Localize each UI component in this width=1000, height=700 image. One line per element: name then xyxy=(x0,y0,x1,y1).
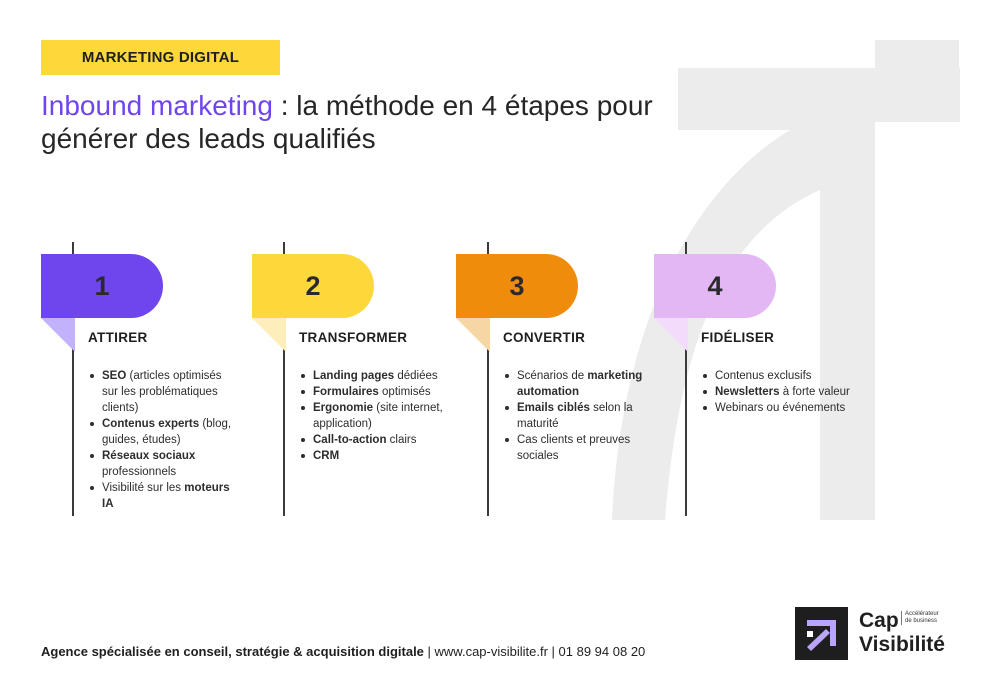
step-transformer: 2 TRANSFORMER Landing pages dédiées Form… xyxy=(252,242,443,518)
step-pole xyxy=(685,242,687,516)
list-item: Newsletters à forte valeur xyxy=(701,384,851,400)
step-list: SEO (articles optimisés sur les probléma… xyxy=(88,368,238,512)
list-item: Call-to-action clairs xyxy=(299,432,449,448)
list-item: Webinars ou événements xyxy=(701,400,851,416)
brand-logo: Cap Visibilité Accélérateur de business xyxy=(795,607,965,660)
footer-contact-details: | www.cap-visibilite.fr | 01 89 94 08 20 xyxy=(423,644,646,659)
step-fideliser: 4 FIDÉLISER Contenus exclusifs Newslette… xyxy=(654,242,850,518)
list-item: CRM xyxy=(299,448,449,464)
list-item: Scénarios de marketing automation xyxy=(503,368,653,400)
step-heading: TRANSFORMER xyxy=(299,330,408,345)
step-heading: CONVERTIR xyxy=(503,330,586,345)
category-tag: MARKETING DIGITAL xyxy=(41,40,280,75)
footer-tagline: Agence spécialisée en conseil, stratégie… xyxy=(41,644,424,659)
flag-fold xyxy=(41,318,75,352)
list-item: Réseaux sociaux professionnels xyxy=(88,448,238,480)
step-pole xyxy=(487,242,489,516)
step-pole xyxy=(72,242,74,516)
step-number-flag: 3 xyxy=(456,254,578,318)
step-list: Landing pages dédiées Formulaires optimi… xyxy=(299,368,449,464)
step-number-flag: 4 xyxy=(654,254,776,318)
title-rest: : la méthode en 4 étapes pour xyxy=(272,90,653,121)
step-attirer: 1 ATTIRER SEO (articles optimisés sur le… xyxy=(41,242,231,518)
list-item: Visibilité sur les moteurs IA xyxy=(88,480,238,512)
step-heading: FIDÉLISER xyxy=(701,330,775,345)
list-item: Ergonomie (site internet, application) xyxy=(299,400,449,432)
flag-fold xyxy=(654,318,688,352)
flag-fold xyxy=(252,318,286,352)
step-convertir: 3 CONVERTIR Scénarios de marketing autom… xyxy=(456,242,646,518)
step-number-flag: 1 xyxy=(41,254,163,318)
flag-fold xyxy=(456,318,490,352)
list-item: Landing pages dédiées xyxy=(299,368,449,384)
page-title: Inbound marketing : la méthode en 4 étap… xyxy=(41,89,841,155)
list-item: Contenus exclusifs xyxy=(701,368,851,384)
step-heading: ATTIRER xyxy=(88,330,148,345)
step-list: Contenus exclusifs Newsletters à forte v… xyxy=(701,368,851,416)
logo-baseline: Accélérateur de business xyxy=(901,611,939,625)
list-item: Formulaires optimisés xyxy=(299,384,449,400)
logo-arrow-icon xyxy=(795,607,848,660)
title-accent: Inbound marketing xyxy=(41,90,273,121)
list-item: Emails ciblés selon la maturité xyxy=(503,400,653,432)
step-pole xyxy=(283,242,285,516)
logo-name: Cap Visibilité xyxy=(859,609,945,656)
title-line2: générer des leads qualifiés xyxy=(41,123,376,154)
list-item: SEO (articles optimisés sur les probléma… xyxy=(88,368,238,416)
list-item: Contenus experts (blog, guides, études) xyxy=(88,416,238,448)
step-number-flag: 2 xyxy=(252,254,374,318)
footer-contact: Agence spécialisée en conseil, stratégie… xyxy=(41,644,645,659)
step-list: Scénarios de marketing automation Emails… xyxy=(503,368,653,464)
list-item: Cas clients et preuves sociales xyxy=(503,432,653,464)
